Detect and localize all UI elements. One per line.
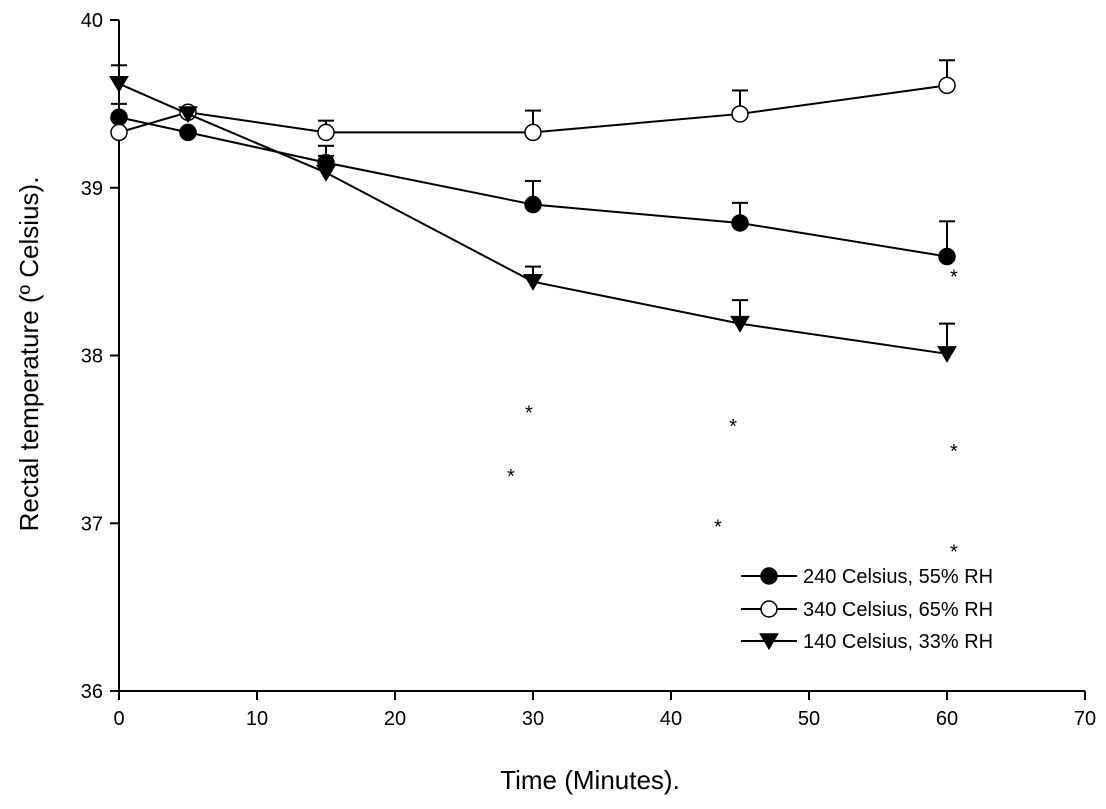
x-tick-label: 70 — [1074, 708, 1096, 730]
y-tick-label: 40 — [81, 10, 103, 32]
x-tick-label: 0 — [113, 708, 124, 730]
legend-label: 340 Celsius, 65% RH — [803, 599, 993, 621]
series-line — [118, 82, 948, 355]
data-point — [179, 123, 197, 142]
y-tick-label: 39 — [81, 178, 103, 200]
significance-mark: * — [714, 517, 722, 539]
x-tick-label: 50 — [798, 708, 820, 730]
x-tick-label: 30 — [522, 708, 544, 730]
x-tick-label: 20 — [384, 708, 406, 730]
significance-mark: * — [729, 416, 737, 438]
series-line — [118, 84, 948, 134]
significance-mark: * — [950, 267, 958, 289]
axes: 0 10 20 30 40 50 60 70 36 37 38 39 40 — [81, 10, 1096, 730]
data-point — [938, 76, 956, 95]
series-0 — [110, 102, 956, 266]
y-tick-label: 37 — [81, 513, 103, 535]
series-2 — [109, 64, 957, 363]
data-point — [524, 195, 542, 214]
data-point — [524, 123, 542, 142]
significance-mark: * — [525, 403, 533, 425]
data-point — [730, 315, 750, 333]
legend-marker — [760, 600, 778, 618]
series-line — [118, 116, 948, 258]
data-point — [110, 108, 128, 127]
annotation-layer: * * * * * * * — [507, 267, 958, 564]
y-tick-label: 36 — [81, 681, 103, 703]
series-layer — [109, 59, 957, 363]
x-tick-label: 40 — [660, 708, 682, 730]
legend: 240 Celsius, 55% RH 340 Celsius, 65% RH 14… — [741, 566, 993, 653]
data-point — [178, 106, 198, 124]
significance-mark: * — [507, 466, 515, 488]
data-point — [110, 123, 128, 142]
data-point — [523, 273, 543, 291]
data-point — [316, 164, 336, 182]
series-1 — [110, 59, 956, 142]
x-tick-label: 10 — [246, 708, 268, 730]
data-point — [317, 123, 335, 142]
data-point — [731, 214, 749, 232]
legend-label: 140 Celsius, 33% RH — [803, 631, 993, 653]
x-axis-title: Time (Minutes). — [500, 765, 680, 795]
significance-mark: * — [950, 542, 958, 564]
data-point — [938, 247, 956, 266]
data-point — [937, 346, 957, 363]
y-tick-label: 38 — [81, 346, 103, 368]
data-point — [731, 105, 749, 123]
y-axis-title: Rectal temperature (º Celsius). — [14, 177, 44, 532]
legend-label: 240 Celsius, 55% RH — [803, 566, 993, 588]
significance-mark: * — [950, 441, 958, 463]
legend-marker — [759, 633, 779, 651]
x-tick-label: 60 — [936, 708, 958, 730]
data-point — [109, 76, 129, 93]
legend-marker — [760, 567, 778, 585]
